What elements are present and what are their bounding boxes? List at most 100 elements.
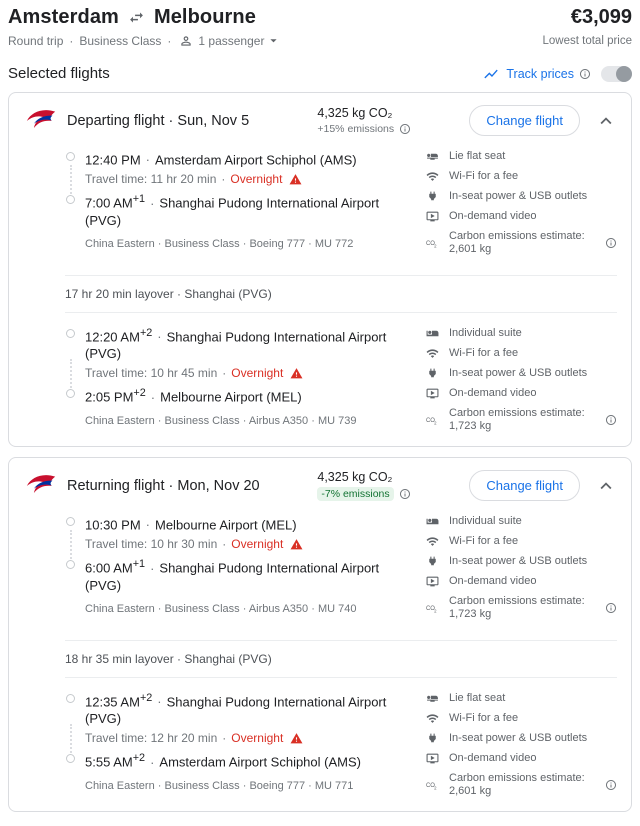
amenity-label: In-seat power & USB outlets [449,367,588,379]
track-prices-toggle[interactable] [601,65,632,82]
wifi-icon [425,347,440,360]
passenger-count-label: 1 passenger [198,33,265,48]
timeline-dot [66,694,75,703]
passenger-selector[interactable]: 1 passenger [179,33,281,48]
china-eastern-logo-icon [25,474,57,497]
separator: · [167,33,172,48]
overnight-label: Overnight [230,172,283,187]
arrival-airport: Shanghai Pudong International Airport (P… [85,560,380,593]
amenity-label: On-demand video [449,575,537,587]
info-icon[interactable] [605,237,617,249]
departing-flight-card: Departing flight · Sun, Nov 5 4,325 kg C… [8,92,632,447]
flight-segment: 10:30 PM · Melbourne Airport (MEL) Travel … [65,513,617,628]
departure-airport: Shanghai Pudong International Airport (P… [85,329,387,362]
total-price: €3,099 [570,6,632,28]
collapse-chevron-up-icon[interactable] [595,475,617,497]
on-demand-video-icon [425,752,440,765]
travel-time: Travel time: 11 hr 20 min [85,172,217,187]
wifi-icon [425,535,440,548]
arrival-time: 2:05 PM [85,389,134,405]
departure-time: 12:35 AM [85,694,140,710]
amenity-label: Wi-Fi for a fee [449,535,519,547]
card-header: Departing flight · Sun, Nov 5 4,325 kg C… [25,105,617,136]
flight-segment: 12:35 AM+2 · Shanghai Pudong International… [65,690,617,805]
amenity-label: Wi-Fi for a fee [449,712,519,724]
chevron-down-icon [266,33,281,48]
co2-icon: CO 2 [425,602,440,615]
segment-meta: China Eastern · Business Class · Airbus … [85,602,357,615]
price-caption: Lowest total price [542,34,633,47]
co2-total: 4,325 kg CO₂ [317,470,393,484]
amenity-label: Wi-Fi for a fee [449,170,519,182]
departure-airport: Melbourne Airport (MEL) [155,517,297,533]
wifi-icon [425,170,440,183]
info-icon[interactable] [605,414,617,426]
departure-airport: Amsterdam Airport Schiphol (AMS) [155,152,357,168]
overnight-label: Overnight [231,731,284,746]
card-header: Returning flight · Mon, Nov 20 4,325 kg … [25,470,617,501]
timeline-rail [69,165,72,195]
segment-meta: China Eastern · Business Class · Boeing … [85,779,354,792]
price-chart-icon [483,66,499,82]
timeline-dot [66,152,75,161]
amenities-list: Individual suite Wi-Fi for a fee In-seat… [425,325,617,440]
amenity-label: Lie flat seat [449,692,506,704]
warning-icon [290,732,303,745]
power-icon [425,190,440,203]
info-icon[interactable] [605,602,617,614]
track-prices-label[interactable]: Track prices [506,66,574,81]
arrival-time: 6:00 AM [85,560,133,576]
amenity-label: Carbon emissions estimate: 2,601 kg [449,230,585,255]
amenity-label: Individual suite [449,515,522,527]
wifi-icon [425,712,440,725]
origin-city: Amsterdam [8,6,119,28]
returning-flight-card: Returning flight · Mon, Nov 20 4,325 kg … [8,457,632,812]
info-icon[interactable] [399,123,411,135]
trip-options-row: Round trip · Business Class · 1 passenge… [8,33,632,48]
info-icon[interactable] [579,68,591,80]
travel-time: Travel time: 12 hr 20 min [85,731,218,746]
power-icon [425,367,440,380]
cabin-class-label[interactable]: Business Class [79,33,162,48]
overnight-label: Overnight [231,537,284,552]
emissions-delta-badge: -7% emissions [317,487,394,501]
departure-time: 12:40 PM [85,152,141,168]
segment-meta: China Eastern · Business Class · Boeing … [85,237,354,250]
info-icon[interactable] [399,488,411,500]
destination-city: Melbourne [153,6,256,28]
collapse-chevron-up-icon[interactable] [595,110,617,132]
change-flight-button[interactable]: Change flight [469,470,580,501]
swap-cities-icon[interactable] [128,9,145,26]
timeline-dot [66,517,75,526]
individual-suite-icon [425,515,440,528]
arrival-time: 7:00 AM [85,195,133,211]
amenity-label: On-demand video [449,752,537,764]
change-flight-button[interactable]: Change flight [469,105,580,136]
amenity-label: On-demand video [449,210,537,222]
lie-flat-seat-icon [425,692,440,705]
amenity-label: Wi-Fi for a fee [449,347,519,359]
power-icon [425,732,440,745]
amenity-label: On-demand video [449,387,537,399]
arrival-airport: Amsterdam Airport Schiphol (AMS) [159,754,361,770]
svg-text:CO: CO [426,606,435,612]
track-prices-control: Track prices [483,65,632,82]
trip-type-label[interactable]: Round trip [8,33,64,48]
amenity-label: Lie flat seat [449,150,506,162]
info-icon[interactable] [605,779,617,791]
departure-time: 12:20 AM [85,329,140,345]
amenity-label: In-seat power & USB outlets [449,190,588,202]
overnight-label: Overnight [231,366,284,381]
person-icon [179,34,193,48]
lie-flat-seat-icon [425,150,440,163]
timeline-dot [66,389,75,399]
timeline-dot [66,754,75,764]
amenity-label: Individual suite [449,327,522,339]
amenity-label: Carbon emissions estimate: 1,723 kg [449,595,585,620]
departure-time: 10:30 PM [85,517,141,533]
co2-total: 4,325 kg CO₂ [317,106,393,120]
timeline-dot [66,329,75,338]
arrival-airport: Shanghai Pudong International Airport (P… [85,195,380,228]
layover-info: 18 hr 35 min layover · Shanghai (PVG) [65,640,617,678]
route-header: Amsterdam Melbourne €3,099 [8,6,632,29]
